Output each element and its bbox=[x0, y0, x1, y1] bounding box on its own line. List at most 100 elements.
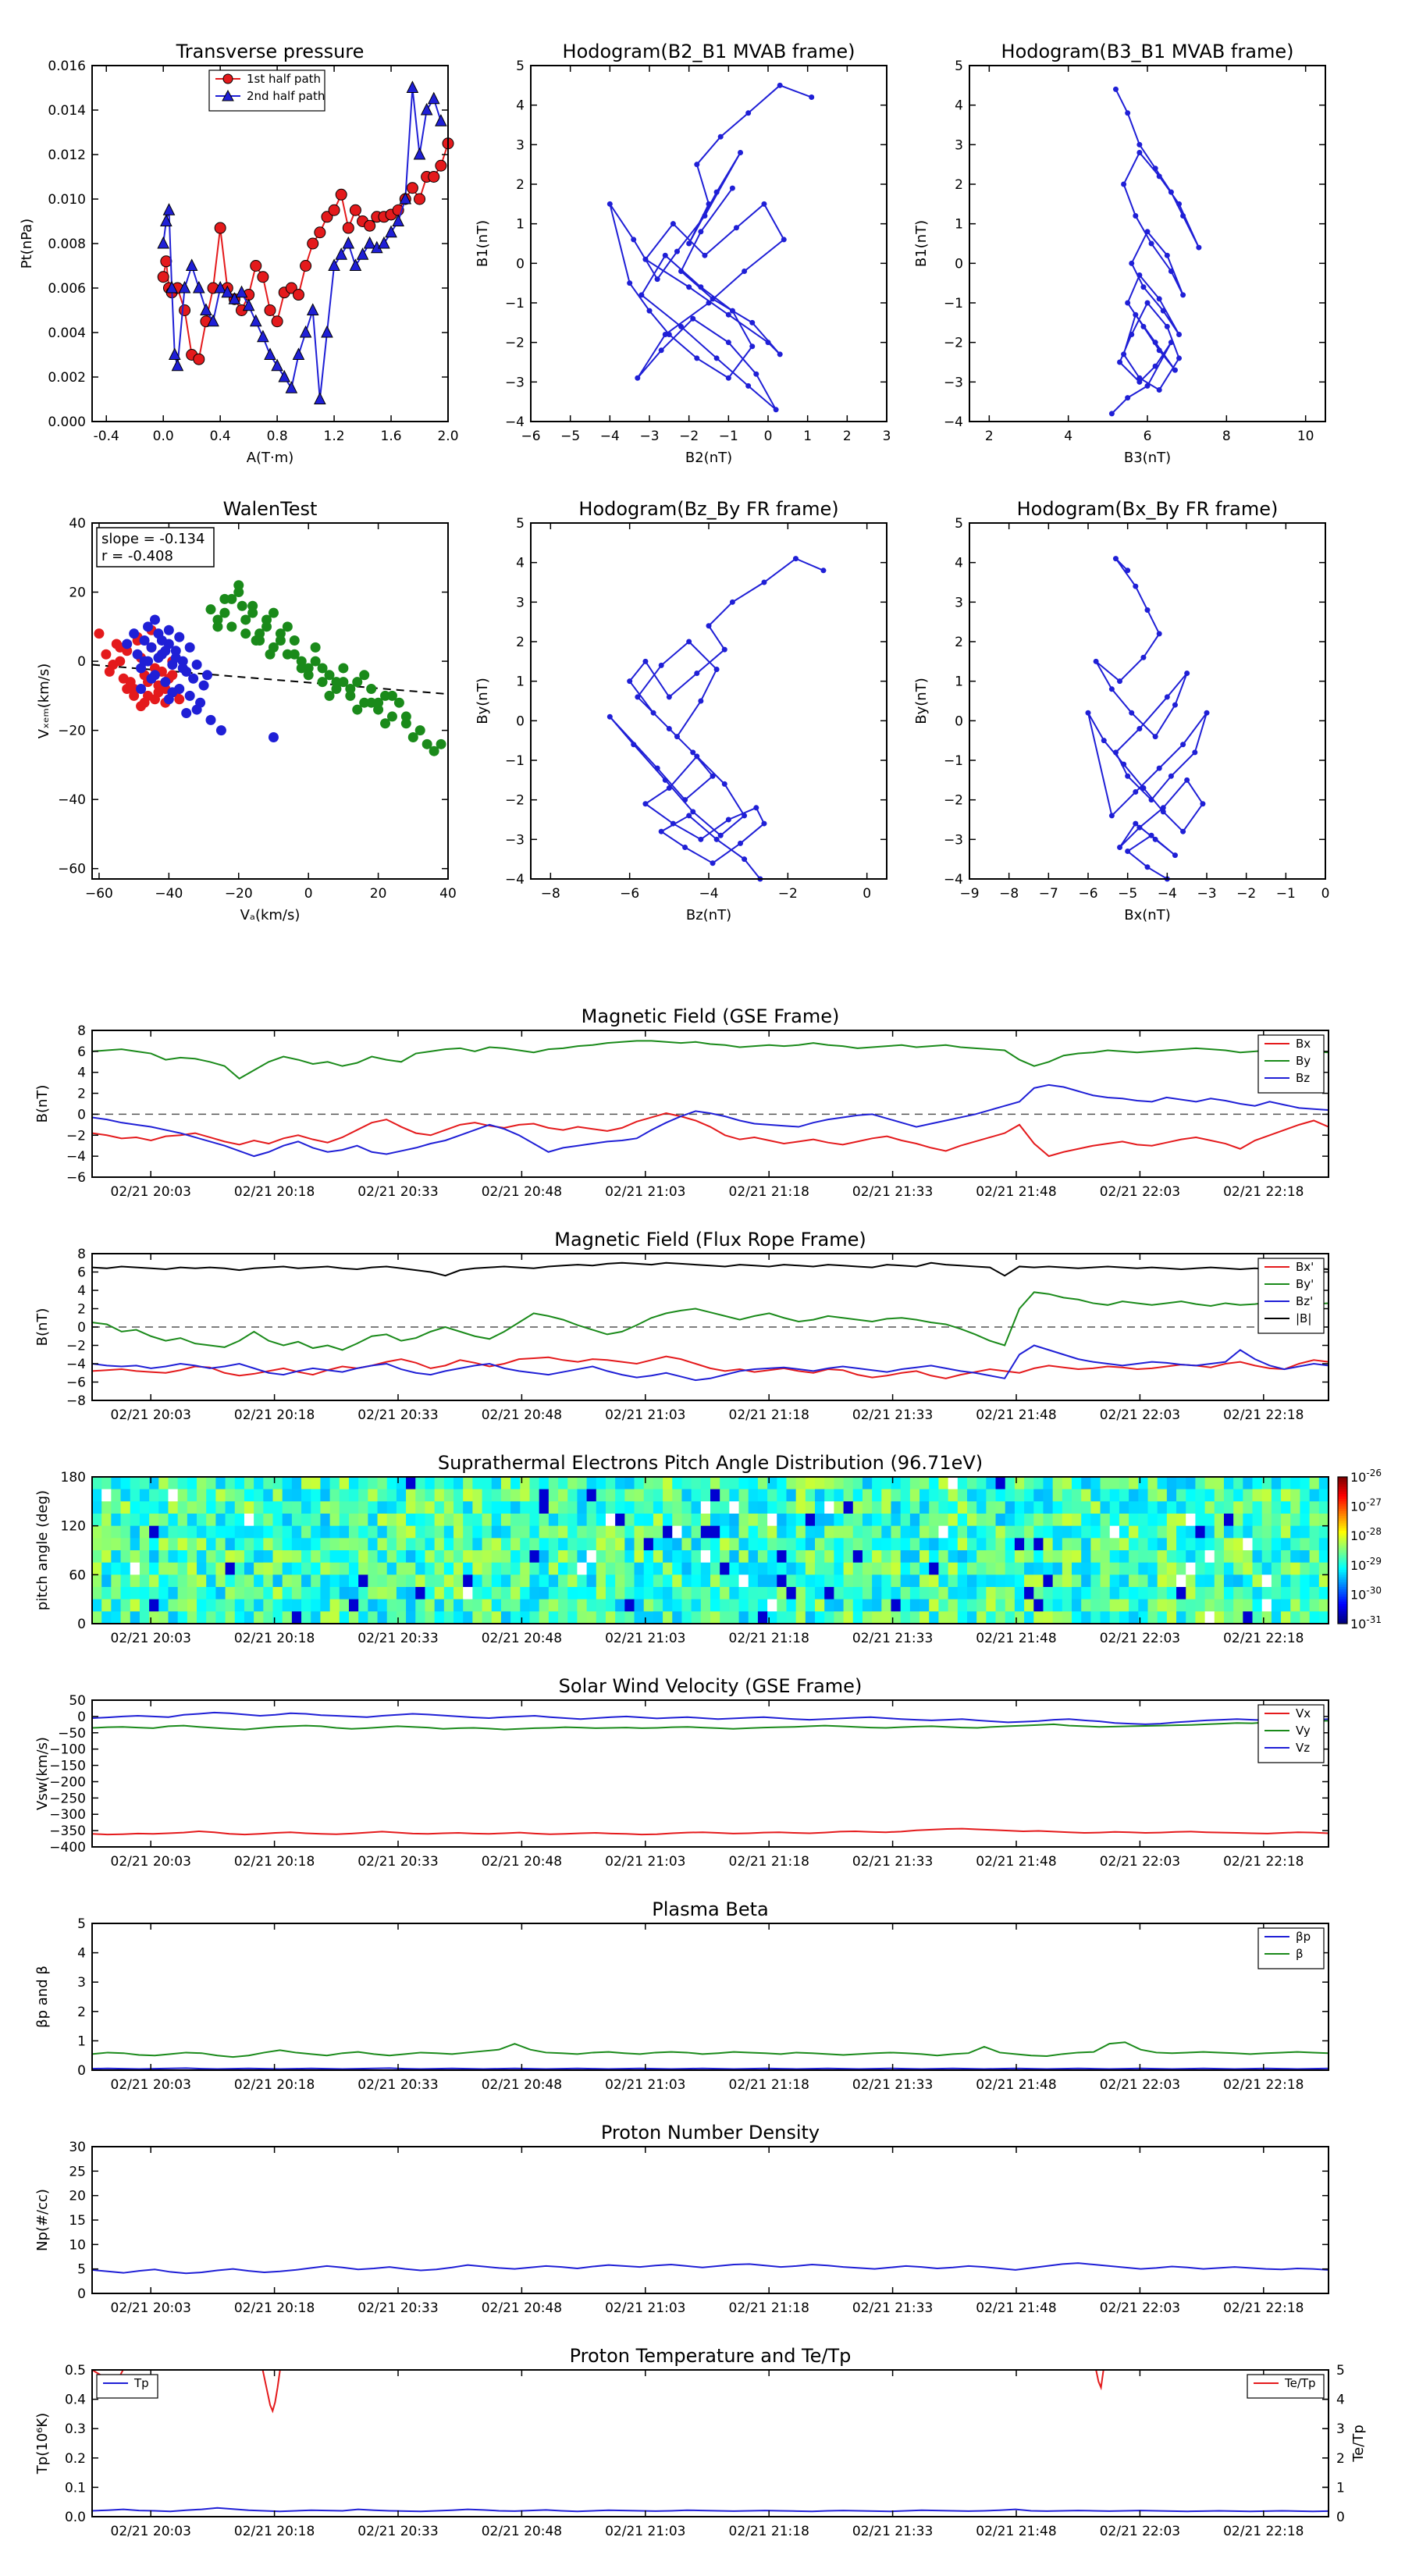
bfr-y-tick-label: −8 bbox=[66, 1393, 86, 1409]
bfr-time-tick-label: 02/21 20:18 bbox=[234, 1407, 315, 1423]
pad-cell bbox=[643, 1525, 654, 1539]
pad-colorbar-cell bbox=[1338, 1545, 1347, 1549]
h3-point bbox=[694, 671, 700, 677]
h3-point bbox=[753, 805, 759, 811]
pad-cell bbox=[358, 1501, 368, 1514]
pad-cell bbox=[92, 1611, 102, 1624]
pad-cell bbox=[815, 1525, 825, 1539]
pad-cell bbox=[1195, 1550, 1206, 1564]
pt-point bbox=[160, 214, 173, 226]
pad-colorbar-cell bbox=[1338, 1484, 1347, 1488]
pad-cell bbox=[881, 1574, 892, 1588]
pad-cell bbox=[282, 1574, 293, 1588]
beta-time-tick-label: 02/21 22:03 bbox=[1100, 2077, 1180, 2093]
pad-cell bbox=[358, 1514, 368, 1527]
pad-cell bbox=[795, 1501, 806, 1514]
bgse-time-tick-label: 02/21 20:03 bbox=[111, 1184, 191, 1200]
h1-x-tick-label: −6 bbox=[521, 429, 540, 444]
pad-cell bbox=[215, 1477, 226, 1490]
pad-cell bbox=[834, 1562, 845, 1575]
pad-cell bbox=[767, 1611, 777, 1624]
pad-cell bbox=[795, 1550, 806, 1564]
walen-point bbox=[282, 621, 293, 632]
pad-cell bbox=[1243, 1514, 1254, 1527]
h4-point bbox=[1192, 749, 1198, 756]
pad-cell bbox=[1081, 1599, 1091, 1612]
pad-cell bbox=[1052, 1574, 1063, 1588]
pad-cell bbox=[358, 1611, 368, 1624]
h4-point bbox=[1152, 836, 1158, 842]
pad-cell bbox=[244, 1489, 254, 1502]
pad-cell bbox=[919, 1587, 930, 1600]
pad-cell bbox=[320, 1574, 331, 1588]
pad-cell bbox=[691, 1587, 702, 1600]
pt-point bbox=[264, 304, 276, 316]
pad-cell bbox=[491, 1489, 502, 1502]
pad-cell bbox=[672, 1501, 682, 1514]
pad-cell bbox=[120, 1525, 131, 1539]
pad-cell bbox=[900, 1550, 911, 1564]
pad-cell bbox=[1157, 1611, 1168, 1624]
pad-cell bbox=[938, 1574, 949, 1588]
pad-cell bbox=[891, 1599, 902, 1612]
pad-cell bbox=[700, 1538, 711, 1551]
pad-cell bbox=[529, 1514, 540, 1527]
beta-time-tick-label: 02/21 20:18 bbox=[234, 2077, 315, 2093]
tp-right-legend-box bbox=[1247, 2374, 1325, 2399]
pad-cell bbox=[1204, 1550, 1215, 1564]
pad-cell bbox=[510, 1599, 521, 1612]
h1-y-label: B1(nT) bbox=[475, 220, 491, 267]
pad-cell bbox=[377, 1599, 388, 1612]
h4-point bbox=[1112, 556, 1119, 562]
pad-cell bbox=[909, 1611, 920, 1624]
pad-cell bbox=[824, 1489, 834, 1502]
pad-cell bbox=[263, 1550, 274, 1564]
pad-cell bbox=[909, 1587, 920, 1600]
pad-cell bbox=[425, 1562, 436, 1575]
pad-cell bbox=[158, 1599, 169, 1612]
pad-cell bbox=[358, 1477, 368, 1490]
pad-cell bbox=[415, 1562, 425, 1575]
pad-cell bbox=[510, 1550, 521, 1564]
pad-cell bbox=[406, 1477, 416, 1490]
pad-cell bbox=[777, 1587, 787, 1600]
pad-cell bbox=[206, 1562, 216, 1575]
pad-cell bbox=[1204, 1477, 1215, 1490]
pad-cell bbox=[510, 1562, 521, 1575]
pad-cell bbox=[1100, 1501, 1111, 1514]
pad-cell bbox=[691, 1550, 702, 1564]
pad-cell bbox=[748, 1599, 759, 1612]
pad-cell bbox=[168, 1611, 179, 1624]
pad-cell bbox=[862, 1562, 873, 1575]
h3-point bbox=[631, 742, 637, 748]
pad-cell bbox=[872, 1538, 882, 1551]
pad-cell bbox=[966, 1538, 977, 1551]
tp-time-tick-label: 02/21 20:03 bbox=[111, 2524, 191, 2539]
pad-cell bbox=[805, 1562, 816, 1575]
pad-cell bbox=[415, 1538, 425, 1551]
pad-cell bbox=[320, 1501, 331, 1514]
pad-cell bbox=[700, 1611, 711, 1624]
pad-cell bbox=[586, 1538, 597, 1551]
pad-cell bbox=[634, 1525, 645, 1539]
pad-cell bbox=[1195, 1599, 1206, 1612]
pad-cell bbox=[234, 1599, 245, 1612]
pad-colorbar-cell bbox=[1338, 1553, 1347, 1556]
pad-colorbar-cell bbox=[1338, 1560, 1347, 1564]
pad-cell bbox=[938, 1514, 949, 1527]
pad-cell bbox=[615, 1587, 625, 1600]
pad-cell bbox=[272, 1538, 283, 1551]
pad-cell bbox=[605, 1562, 616, 1575]
pad-cell bbox=[995, 1538, 1006, 1551]
pad-cell bbox=[339, 1501, 350, 1514]
pad-cell bbox=[168, 1574, 179, 1588]
pad-cell bbox=[700, 1514, 711, 1527]
walen-annotation-text: r = -0.408 bbox=[101, 548, 173, 564]
pad-cell bbox=[834, 1514, 845, 1527]
pad-cell bbox=[786, 1477, 797, 1490]
pad-cell bbox=[1072, 1562, 1082, 1575]
h4-x-tick-label: −4 bbox=[1158, 886, 1177, 902]
pad-cell bbox=[691, 1525, 702, 1539]
pad-cell bbox=[1166, 1489, 1177, 1502]
